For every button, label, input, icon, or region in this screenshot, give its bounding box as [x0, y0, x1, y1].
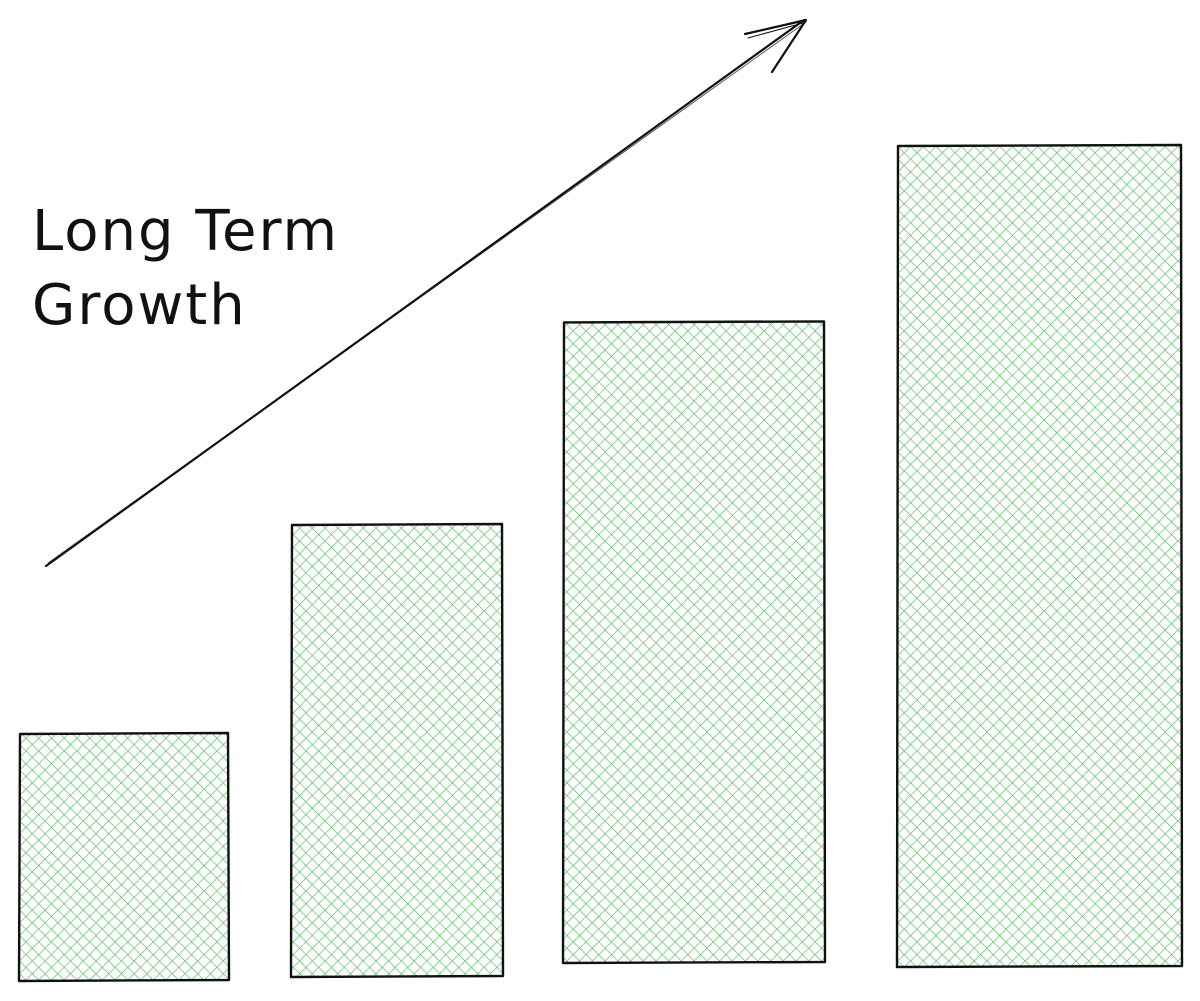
bar-crosshatch: [292, 525, 502, 976]
bar-outline: [17, 731, 231, 983]
title-line-2: Growth: [32, 273, 247, 338]
bar-4: [895, 143, 1184, 969]
title-label: Long Term Growth: [32, 199, 339, 338]
title-line-1: Long Term: [32, 199, 339, 264]
bars-group: [17, 143, 1184, 983]
trend-arrow-icon: [44, 18, 808, 568]
bar-outline: [561, 320, 827, 965]
bar-crosshatch: [20, 734, 228, 980]
bar-crosshatch: [564, 322, 824, 962]
bar-1: [17, 731, 231, 983]
bar-outline: [289, 522, 505, 979]
bar-3: [561, 320, 827, 965]
bar-2: [289, 522, 505, 979]
bar-crosshatch: [898, 146, 1181, 966]
bar-outline: [895, 143, 1184, 969]
